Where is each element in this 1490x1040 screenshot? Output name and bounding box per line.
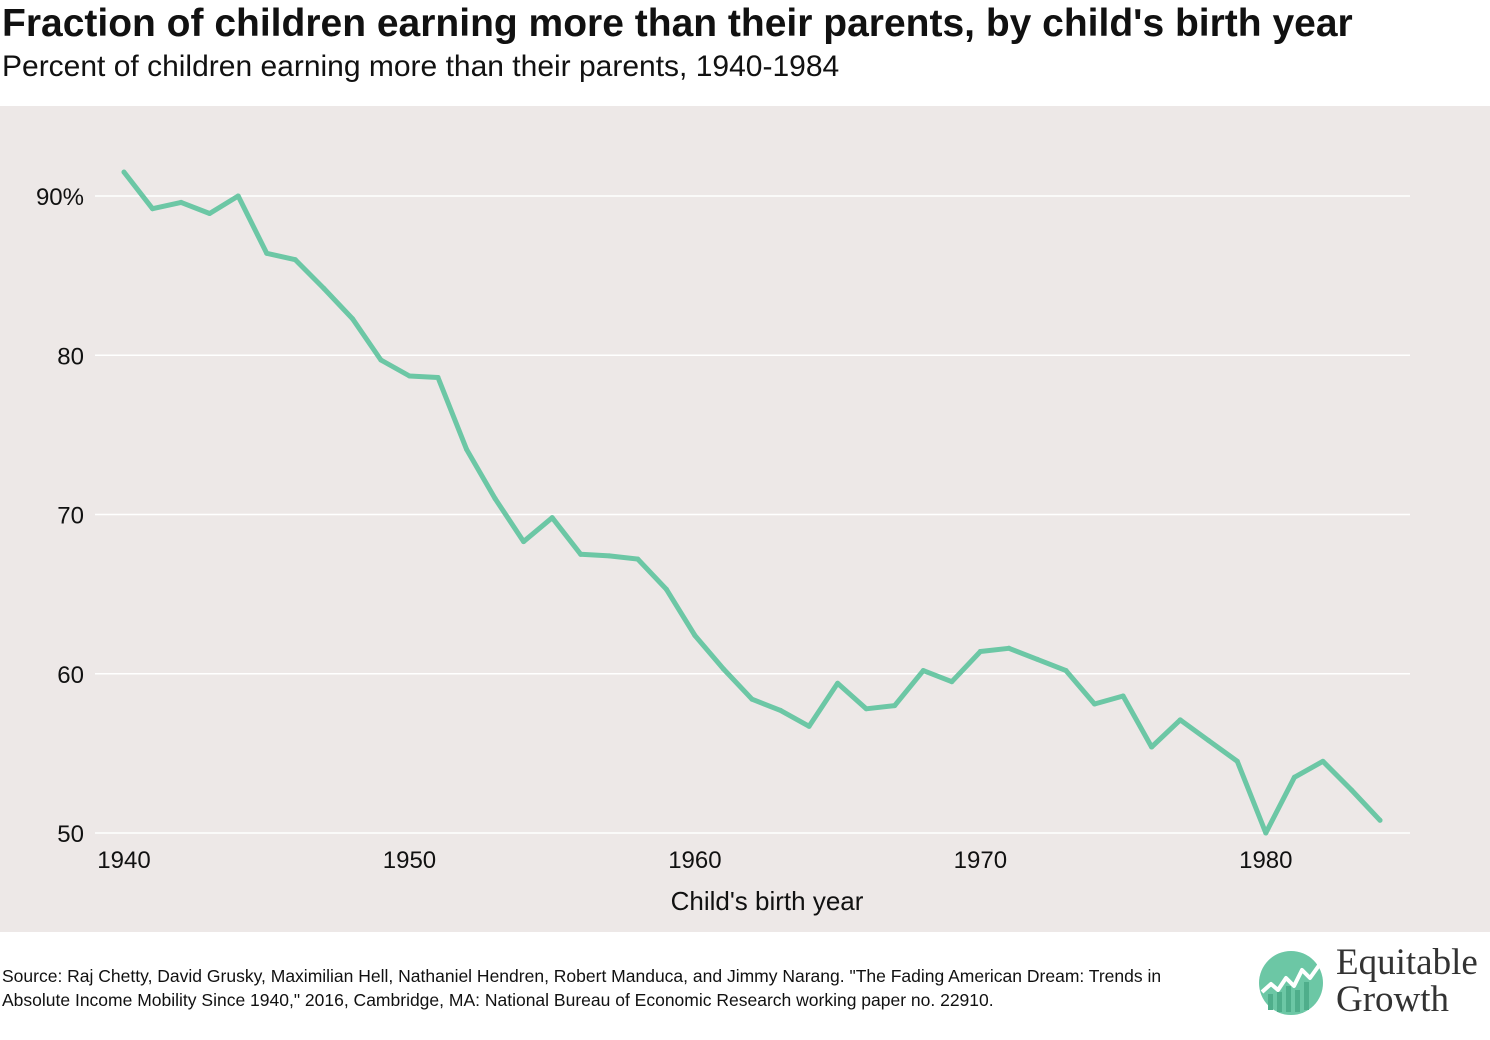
data-point-1964 — [806, 723, 812, 729]
x-axis-label: Child's birth year — [671, 886, 864, 916]
data-point-1942 — [178, 199, 184, 205]
data-point-1947 — [321, 285, 327, 291]
data-point-1944 — [235, 193, 241, 199]
logo-line-1: Equitable — [1336, 942, 1478, 983]
data-point-1957 — [606, 553, 612, 559]
logo-wordmark: Equitable Growth — [1336, 944, 1478, 1018]
data-point-1953 — [492, 496, 498, 502]
data-point-1982 — [1320, 758, 1326, 764]
data-points — [121, 169, 1383, 836]
data-point-1956 — [578, 551, 584, 557]
data-point-1962 — [749, 696, 755, 702]
series-line — [121, 169, 1383, 836]
data-point-1951 — [435, 375, 441, 381]
data-point-1965 — [835, 680, 841, 686]
data-point-1945 — [264, 250, 270, 256]
data-point-1959 — [663, 586, 669, 592]
y-tick-label-90: 90% — [36, 184, 84, 211]
data-point-1952 — [464, 446, 470, 452]
data-point-1971 — [1006, 645, 1012, 651]
y-tick-label-60: 60 — [57, 662, 84, 689]
data-point-1963 — [778, 707, 784, 713]
x-tick-label-1950: 1950 — [383, 847, 436, 874]
data-point-1979 — [1234, 758, 1240, 764]
data-point-1969 — [949, 679, 955, 685]
plot-background — [0, 106, 1490, 932]
data-point-1958 — [635, 556, 641, 562]
data-point-1940 — [121, 169, 127, 175]
data-point-1978 — [1206, 738, 1212, 744]
x-tick-label-1940: 1940 — [97, 847, 150, 874]
chart-subtitle: Percent of children earning more than th… — [2, 50, 840, 83]
y-tick-label-80: 80 — [57, 343, 84, 370]
data-point-1984 — [1377, 817, 1383, 823]
data-point-1970 — [977, 648, 983, 654]
data-point-1941 — [150, 206, 156, 212]
data-point-1948 — [349, 316, 355, 322]
x-axis-ticks: 1940 1950 1960 1970 1980 — [97, 847, 1292, 874]
data-point-1968 — [920, 668, 926, 674]
data-point-1943 — [207, 211, 213, 217]
data-point-1949 — [378, 357, 384, 363]
data-point-1960 — [692, 633, 698, 639]
data-point-1977 — [1177, 717, 1183, 723]
data-point-1980 — [1263, 830, 1269, 836]
logo-line-2: Growth — [1336, 979, 1450, 1020]
data-point-1950 — [406, 373, 412, 379]
data-point-1966 — [863, 706, 869, 712]
data-point-1955 — [549, 515, 555, 521]
data-point-1976 — [1149, 744, 1155, 750]
data-point-1946 — [292, 257, 298, 263]
x-tick-label-1960: 1960 — [668, 847, 721, 874]
data-point-1961 — [720, 666, 726, 672]
x-tick-label-1980: 1980 — [1239, 847, 1292, 874]
gridlines — [95, 195, 1410, 834]
data-point-1954 — [521, 539, 527, 545]
equitable-growth-logo-icon — [1259, 951, 1323, 1015]
data-point-1983 — [1348, 787, 1354, 793]
y-tick-label-50: 50 — [57, 821, 84, 848]
data-point-1972 — [1034, 656, 1040, 662]
equitable-growth-logo: Equitable Growth — [1258, 944, 1486, 1024]
x-tick-label-1970: 1970 — [954, 847, 1007, 874]
data-point-1974 — [1092, 701, 1098, 707]
chart-title: Fraction of children earning more than t… — [2, 2, 1353, 45]
data-point-1973 — [1063, 668, 1069, 674]
y-tick-label-70: 70 — [57, 503, 84, 530]
source-note: Source: Raj Chetty, David Grusky, Maximi… — [2, 966, 1162, 1010]
data-point-1967 — [892, 703, 898, 709]
data-point-1975 — [1120, 693, 1126, 699]
y-axis-ticks: 50 60 70 80 90% — [36, 184, 84, 848]
data-point-1981 — [1291, 774, 1297, 780]
